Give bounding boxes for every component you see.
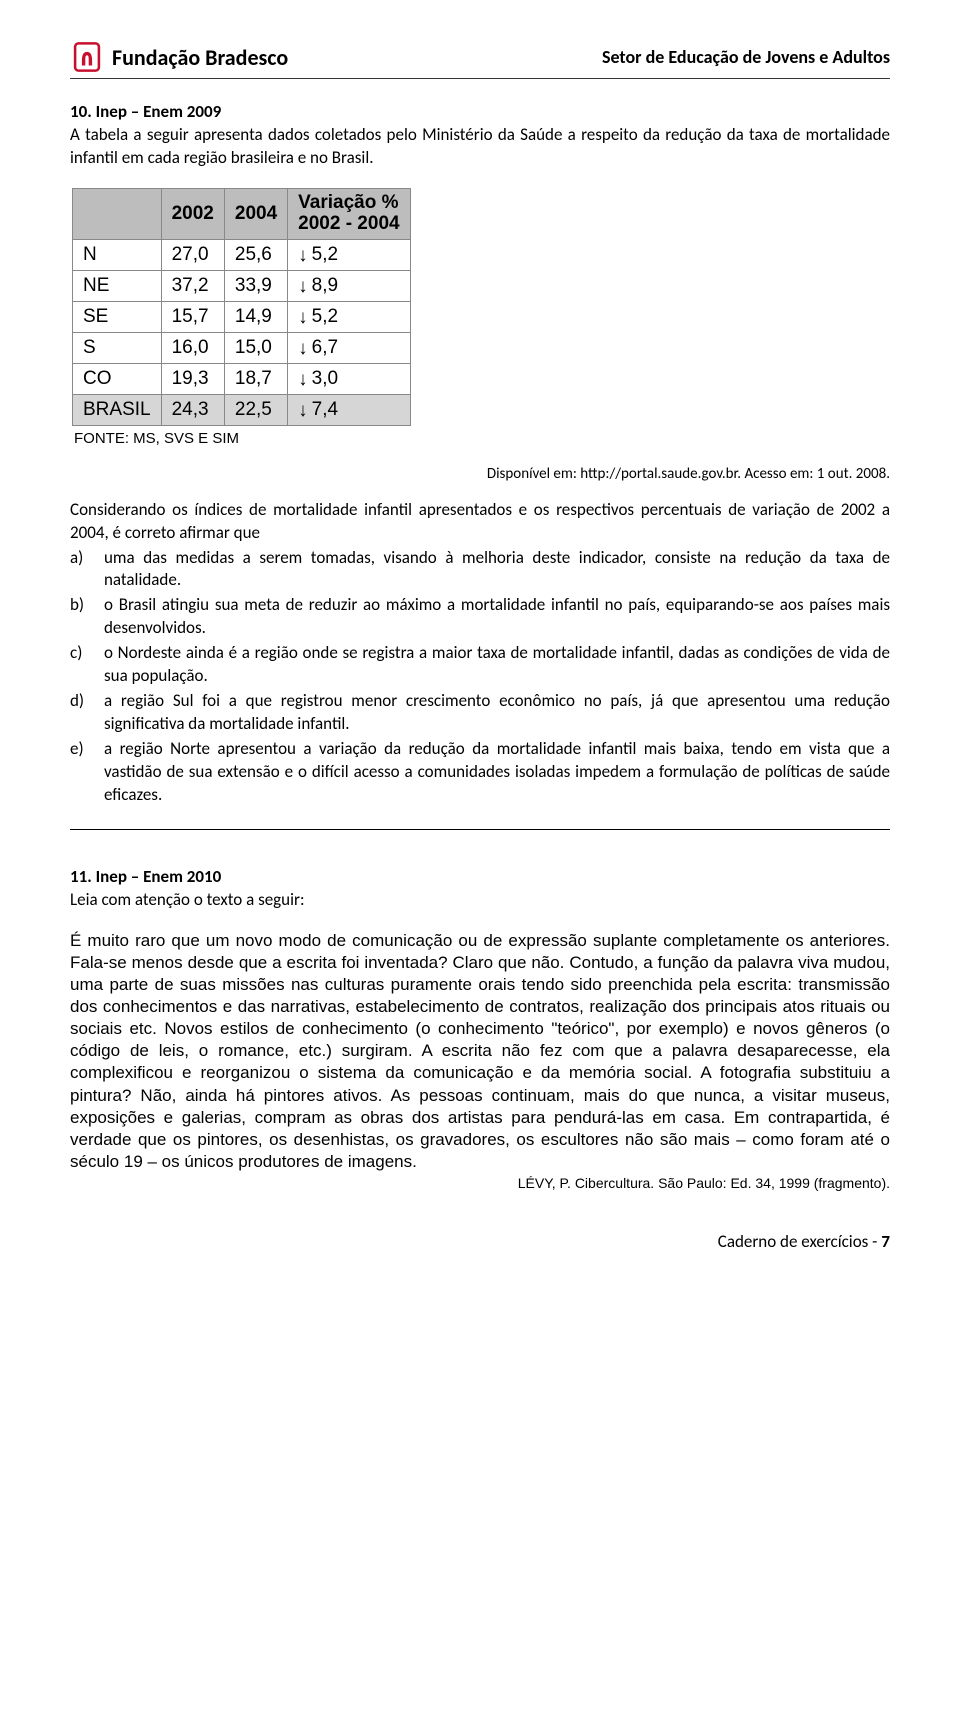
cell-region: NE <box>73 270 162 301</box>
cell-2004: 33,9 <box>224 270 287 301</box>
cell-2004: 22,5 <box>224 394 287 425</box>
cell-2004: 18,7 <box>224 363 287 394</box>
q11-body: É muito raro que um novo modo de comunic… <box>70 930 890 1173</box>
table-row: N27,025,6↓5,2 <box>73 239 411 270</box>
col-2004: 2004 <box>224 188 287 239</box>
table-row: SE15,714,9↓5,2 <box>73 301 411 332</box>
cell-region: SE <box>73 301 162 332</box>
cell-var: ↓8,9 <box>288 270 410 301</box>
page-footer: Caderno de exercícios - 7 <box>70 1231 890 1252</box>
option-text: o Brasil atingiu sua meta de reduzir ao … <box>104 594 890 638</box>
arrow-down-icon: ↓ <box>298 369 308 391</box>
cell-region: N <box>73 239 162 270</box>
option-item: b)o Brasil atingiu sua meta de reduzir a… <box>100 594 890 640</box>
q11-intro: Leia com atenção o texto a seguir: <box>70 889 890 910</box>
cell-2004: 25,6 <box>224 239 287 270</box>
section-divider <box>70 829 890 830</box>
cell-2004: 14,9 <box>224 301 287 332</box>
cell-region: BRASIL <box>73 394 162 425</box>
q10-web-source: Disponível em: http://portal.saude.gov.b… <box>70 465 890 483</box>
q11-title: 11. Inep – Enem 2010 <box>70 866 890 887</box>
table-row: CO19,318,7↓3,0 <box>73 363 411 394</box>
table-row: S16,015,0↓6,7 <box>73 332 411 363</box>
header-subtitle: Setor de Educação de Jovens e Adultos <box>602 46 890 68</box>
q11-reference: LÉVY, P. Cibercultura. São Paulo: Ed. 34… <box>70 1175 890 1191</box>
q11-source: Inep – Enem 2010 <box>96 866 222 887</box>
option-letter: e) <box>70 738 96 761</box>
cell-region: S <box>73 332 162 363</box>
logo-group: Fundação Bradesco <box>70 40 288 74</box>
q10-stem: Considerando os índices de mortalidade i… <box>70 499 890 545</box>
fundacao-bradesco-logo-icon <box>70 40 104 74</box>
cell-2004: 15,0 <box>224 332 287 363</box>
option-text: a região Sul foi a que registrou menor c… <box>104 690 890 734</box>
table-header-row: 2002 2004 Variação % 2002 - 2004 <box>73 188 411 239</box>
question-10: 10. Inep – Enem 2009 A tabela a seguir a… <box>70 101 890 807</box>
option-item: c)o Nordeste ainda é a região onde se re… <box>100 642 890 688</box>
q10-title: 10. Inep – Enem 2009 <box>70 101 890 122</box>
cell-region: CO <box>73 363 162 394</box>
cell-2002: 16,0 <box>161 332 224 363</box>
cell-2002: 15,7 <box>161 301 224 332</box>
col-variation: Variação % 2002 - 2004 <box>288 188 410 239</box>
q10-options: a) uma das medidas a serem tomadas, visan… <box>70 547 890 807</box>
q10-intro: A tabela a seguir apresenta dados coleta… <box>70 124 890 170</box>
cell-var: ↓6,7 <box>288 332 410 363</box>
option-letter: c) <box>70 642 96 665</box>
logo-text: Fundação Bradesco <box>112 44 288 71</box>
col-variation-l1: Variação % <box>298 192 398 213</box>
arrow-down-icon: ↓ <box>298 307 308 329</box>
option-text: a região Norte apresentou a variação da … <box>104 738 890 805</box>
footer-label: Caderno de exercícios - <box>718 1231 878 1252</box>
cell-2002: 24,3 <box>161 394 224 425</box>
option-letter: b) <box>70 594 96 617</box>
q10-source: Inep – Enem 2009 <box>96 101 222 122</box>
cell-var: ↓3,0 <box>288 363 410 394</box>
cell-2002: 19,3 <box>161 363 224 394</box>
mortality-table: 2002 2004 Variação % 2002 - 2004 N27,025… <box>72 188 411 426</box>
arrow-down-icon: ↓ <box>298 400 308 422</box>
page-header: Fundação Bradesco Setor de Educação de J… <box>70 40 890 74</box>
arrow-down-icon: ↓ <box>298 245 308 267</box>
option-text: uma das medidas a serem tomadas, visando… <box>104 547 890 591</box>
cell-var: ↓5,2 <box>288 301 410 332</box>
cell-2002: 27,0 <box>161 239 224 270</box>
q10-number: 10. <box>70 101 92 122</box>
cell-var: ↓5,2 <box>288 239 410 270</box>
question-11: 11. Inep – Enem 2010 Leia com atenção o … <box>70 866 890 1191</box>
col-2002: 2002 <box>161 188 224 239</box>
option-letter: d) <box>70 690 96 713</box>
page-number: 7 <box>881 1231 890 1252</box>
option-letter: a) <box>70 547 96 570</box>
option-text: o Nordeste ainda é a região onde se regi… <box>104 642 890 686</box>
arrow-down-icon: ↓ <box>298 338 308 360</box>
table-row: NE37,233,9↓8,9 <box>73 270 411 301</box>
cell-2002: 37,2 <box>161 270 224 301</box>
col-variation-l2: 2002 - 2004 <box>298 213 399 234</box>
table-row-brasil: BRASIL24,322,5↓7,4 <box>73 394 411 425</box>
option-item: d)a região Sul foi a que registrou menor… <box>100 690 890 736</box>
cell-var: ↓7,4 <box>288 394 410 425</box>
header-divider <box>70 78 890 79</box>
arrow-down-icon: ↓ <box>298 276 308 298</box>
q11-number: 11. <box>70 866 92 887</box>
option-item: e)a região Norte apresentou a variação d… <box>100 738 890 807</box>
mortality-table-wrap: 2002 2004 Variação % 2002 - 2004 N27,025… <box>72 188 890 447</box>
option-item: a)uma das medidas a serem tomadas, visan… <box>100 547 890 593</box>
table-source: FONTE: MS, SVS E SIM <box>74 430 890 447</box>
col-region <box>73 188 162 239</box>
